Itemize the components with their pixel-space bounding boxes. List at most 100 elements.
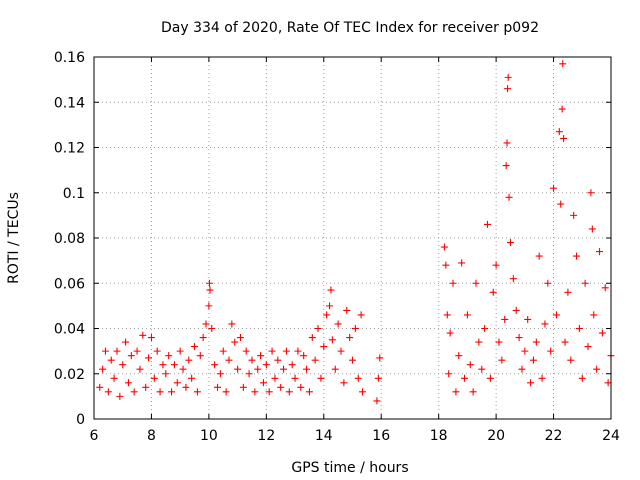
data-point <box>268 347 276 355</box>
data-point <box>472 279 480 287</box>
data-point <box>331 365 339 373</box>
y-tick-label: 0.16 <box>54 50 85 66</box>
data-point <box>127 352 135 360</box>
y-tick-label: 0.14 <box>54 95 85 111</box>
data-point <box>495 338 503 346</box>
y-axis-label: ROTI / TECUs <box>6 192 22 284</box>
data-point <box>442 261 450 269</box>
data-point <box>305 388 313 396</box>
data-point <box>150 374 158 382</box>
data-point <box>110 374 118 382</box>
data-point <box>191 343 199 351</box>
data-point <box>452 388 460 396</box>
data-point <box>222 388 230 396</box>
axis-ticks: 6 8 10 12 14 16 18 20 22 24 0 0.02 0.04 0.06 0.08 0.1 0.… <box>54 50 620 444</box>
data-point <box>320 343 328 351</box>
data-point <box>584 343 592 351</box>
data-point <box>503 139 511 147</box>
y-tick-label: 0.04 <box>54 322 85 338</box>
y-tick-label: 0.08 <box>54 231 85 247</box>
x-tick-label: 24 <box>602 428 620 444</box>
data-point <box>475 338 483 346</box>
data-point <box>505 193 513 201</box>
data-point <box>506 239 514 247</box>
data-point <box>248 356 256 364</box>
data-point <box>173 379 181 387</box>
y-tick-label: 0 <box>76 412 85 428</box>
data-point <box>328 336 336 344</box>
data-point <box>277 383 285 391</box>
data-point <box>449 279 457 287</box>
x-tick-label: 18 <box>430 428 448 444</box>
data-point <box>466 361 474 369</box>
data-point <box>288 361 296 369</box>
data-point <box>242 347 250 355</box>
data-point <box>564 288 572 296</box>
data-point <box>159 361 167 369</box>
data-point <box>349 356 356 364</box>
data-point <box>193 388 201 396</box>
data-point <box>104 388 112 396</box>
data-point <box>147 334 155 342</box>
data-point <box>327 286 335 294</box>
data-point <box>359 388 367 396</box>
x-tick-label: 14 <box>315 428 333 444</box>
data-point <box>206 286 214 294</box>
data-point <box>165 352 173 360</box>
data-point <box>185 356 193 364</box>
data-point <box>280 365 288 373</box>
data-point <box>205 279 213 287</box>
data-point <box>136 365 144 373</box>
data-point <box>234 365 242 373</box>
data-point <box>101 347 109 355</box>
data-point <box>297 383 305 391</box>
data-point <box>557 200 565 208</box>
data-point <box>257 352 265 360</box>
x-tick-label: 16 <box>372 428 390 444</box>
data-point <box>587 189 595 197</box>
data-point <box>590 311 598 319</box>
data-point <box>228 320 236 328</box>
data-point <box>116 392 124 400</box>
data-point <box>529 356 537 364</box>
data-point <box>486 374 494 382</box>
data-point <box>570 211 578 219</box>
data-point <box>285 388 293 396</box>
data-point <box>478 365 486 373</box>
data-point <box>251 388 259 396</box>
data-point <box>346 334 354 342</box>
data-point <box>547 347 555 355</box>
data-point <box>211 361 219 369</box>
data-point <box>504 85 512 93</box>
data-point <box>558 105 566 113</box>
data-point <box>492 261 500 269</box>
y-tick-label: 0.12 <box>54 141 85 157</box>
x-tick-label: 12 <box>257 428 275 444</box>
data-point <box>162 370 170 378</box>
data-point <box>96 383 104 391</box>
data-point <box>578 374 586 382</box>
data-point <box>145 354 153 362</box>
data-point <box>463 311 471 319</box>
data-point <box>598 329 606 337</box>
data-point <box>245 370 253 378</box>
data-point <box>343 306 351 314</box>
data-point <box>573 252 581 260</box>
data-point <box>588 225 596 233</box>
data-point <box>337 347 345 355</box>
data-points <box>96 60 615 405</box>
data-point <box>274 356 282 364</box>
data-point <box>604 379 612 387</box>
data-point <box>107 356 115 364</box>
data-point <box>265 388 273 396</box>
data-point <box>374 374 382 382</box>
data-point <box>512 306 520 314</box>
data-point <box>502 162 510 170</box>
data-point <box>443 311 451 319</box>
data-point <box>156 388 164 396</box>
data-point <box>593 365 601 373</box>
data-point <box>119 361 127 369</box>
data-point <box>455 352 463 360</box>
y-tick-label: 0.06 <box>54 276 85 292</box>
data-point <box>515 334 523 342</box>
